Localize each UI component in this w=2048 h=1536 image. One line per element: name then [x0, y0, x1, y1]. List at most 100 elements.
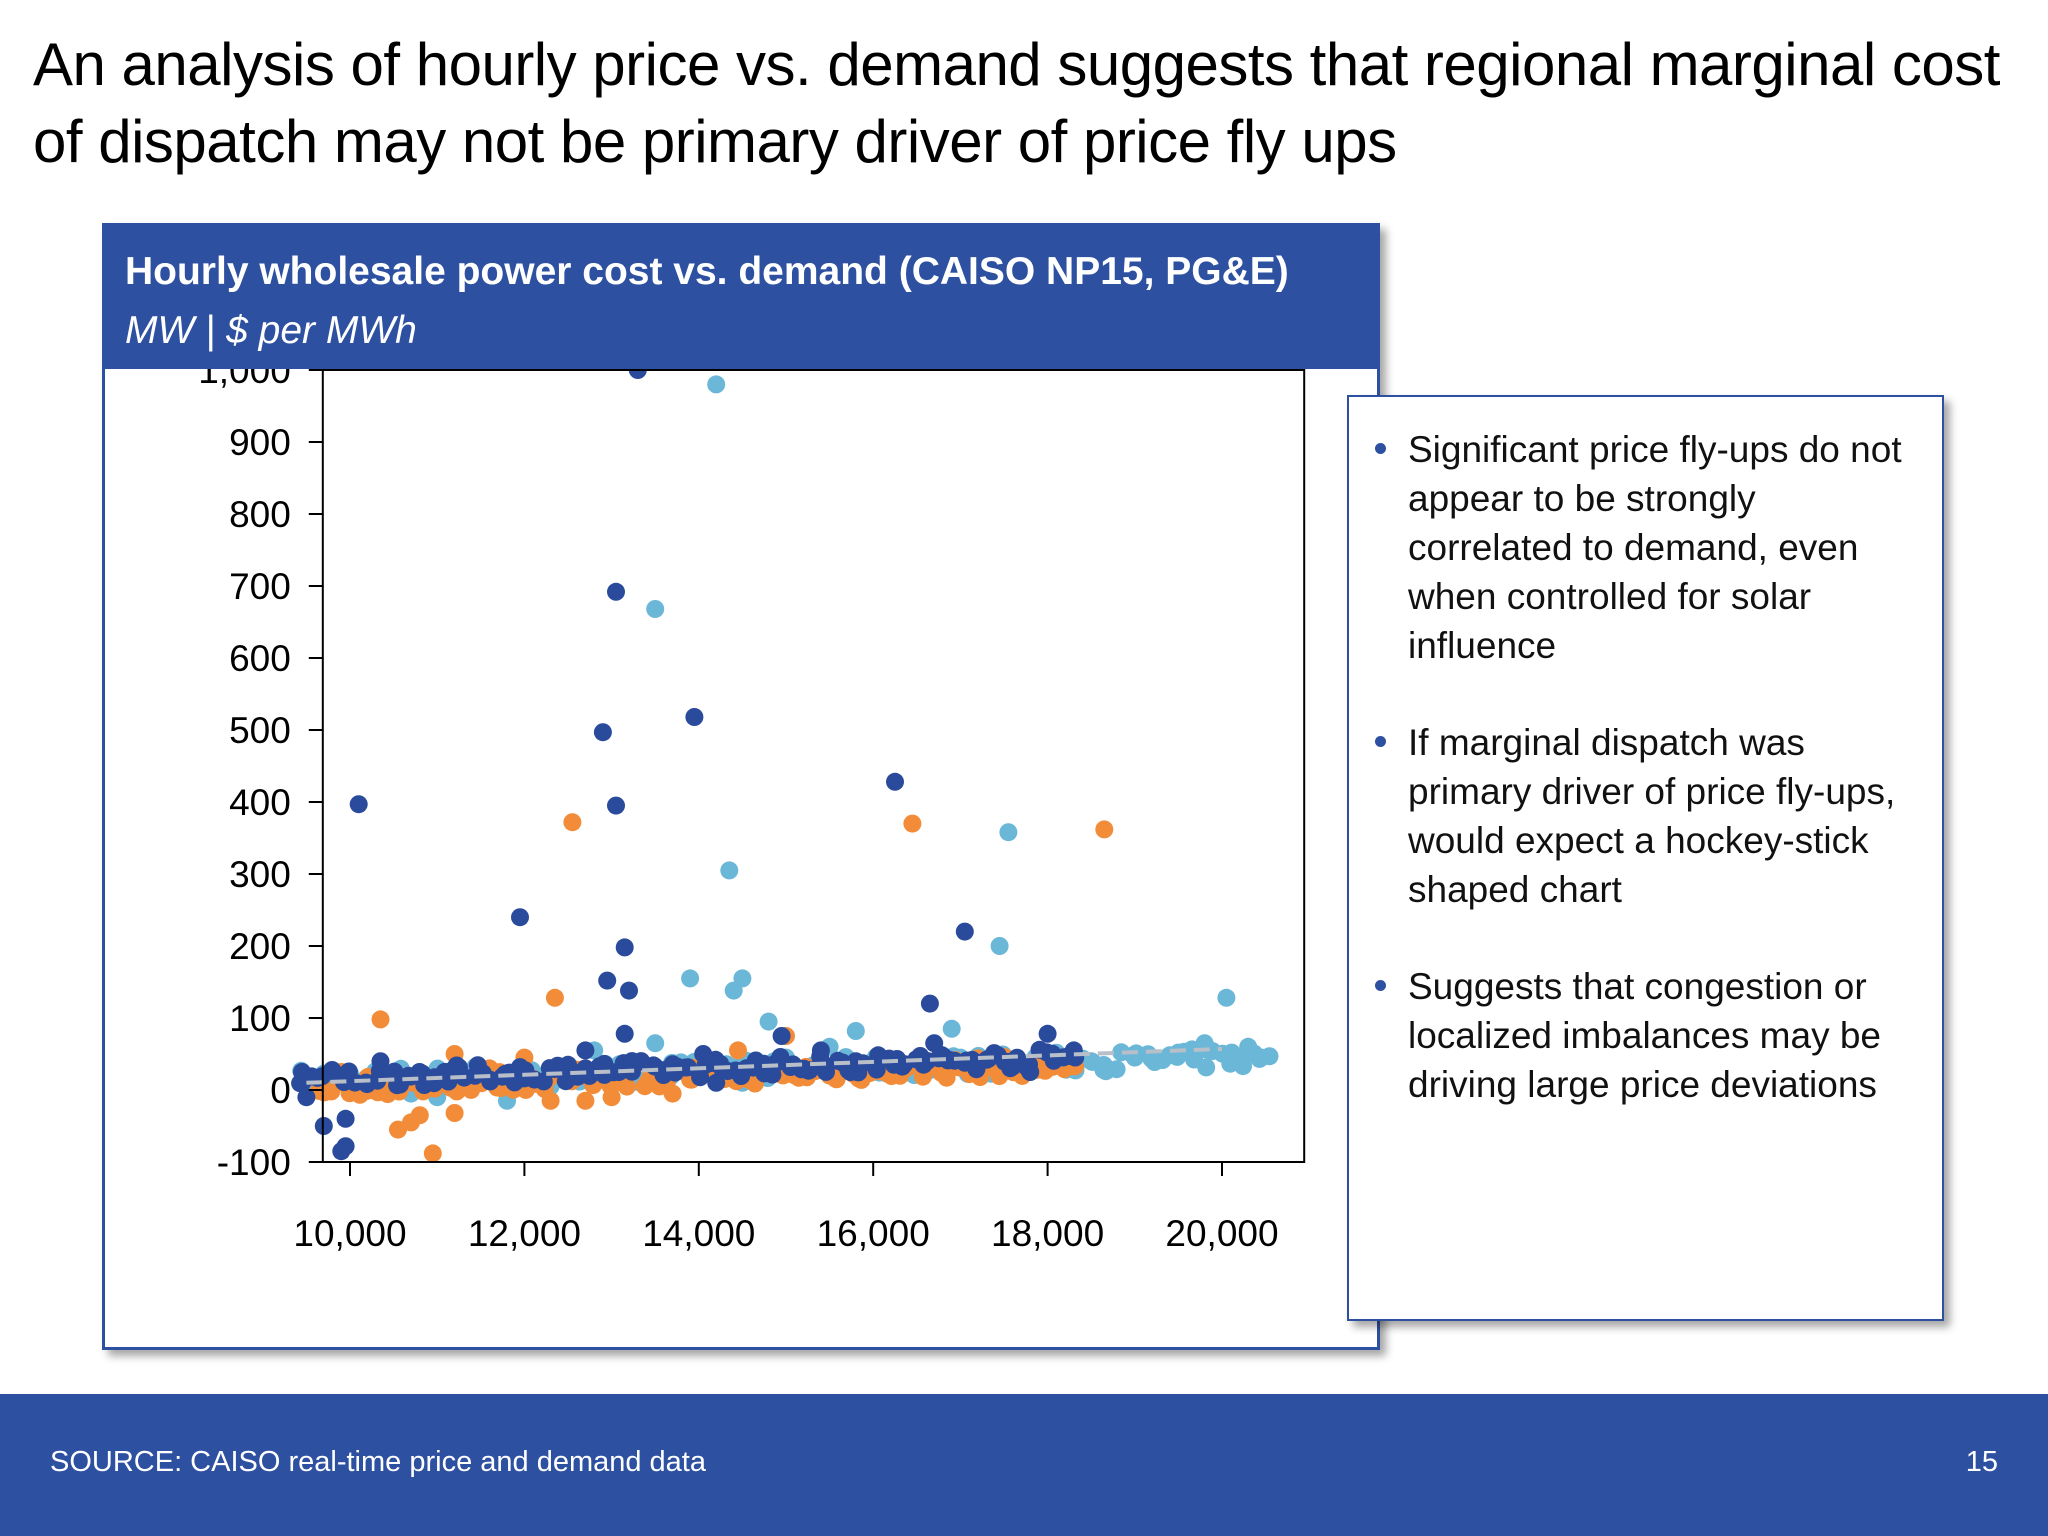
- chart-panel: Hourly wholesale power cost vs. demand (…: [102, 223, 1380, 1350]
- data-point: [729, 1041, 747, 1060]
- plot-frame: [321, 369, 1306, 1163]
- data-point: [694, 1045, 713, 1063]
- bullet-icon: [1375, 443, 1386, 454]
- data-point: [846, 1052, 865, 1071]
- data-point: [811, 1041, 830, 1060]
- data-point: [615, 1024, 634, 1043]
- chart-title: Hourly wholesale power cost vs. demand (…: [125, 250, 1289, 293]
- scatter-chart: -100 0 100 200 300 400 500 600 700 800 900 1,000 10,…: [198, 369, 1306, 1254]
- y-tick-label: -100: [217, 1142, 291, 1183]
- y-tick-label: 700: [229, 566, 291, 607]
- x-tick-label: 18,000: [991, 1213, 1104, 1254]
- notes-panel: Significant price fly-ups do not appear …: [1347, 395, 1944, 1321]
- data-point: [1095, 820, 1114, 839]
- data-point: [332, 1142, 351, 1161]
- data-point: [1234, 1046, 1253, 1065]
- slide-title: An analysis of hourly price vs. demand s…: [33, 31, 2000, 175]
- data-point: [663, 1084, 682, 1103]
- data-point: [1038, 1024, 1057, 1043]
- data-point: [1064, 1041, 1083, 1060]
- x-tick-label: 10,000: [293, 1213, 406, 1254]
- data-point: [977, 1050, 996, 1069]
- footer-bar: SOURCE: CAISO real-time price and demand…: [0, 1394, 2048, 1536]
- data-point: [576, 1041, 595, 1060]
- data-point: [724, 981, 743, 1000]
- footer-source: SOURCE: CAISO real-time price and demand…: [50, 1446, 706, 1478]
- data-point: [297, 1088, 316, 1107]
- data-point: [541, 1091, 560, 1110]
- page-number: 15: [1965, 1446, 1998, 1478]
- chart-header: Hourly wholesale power cost vs. demand (…: [105, 226, 1377, 369]
- data-point: [903, 814, 922, 833]
- data-point: [817, 1062, 835, 1081]
- data-point: [511, 908, 529, 927]
- data-point: [1021, 1063, 1040, 1081]
- y-tick-label: 200: [229, 926, 291, 967]
- y-tick-label: 300: [229, 854, 291, 895]
- data-point: [707, 1073, 726, 1092]
- note-text: Significant price fly-ups do not appear …: [1408, 429, 1902, 666]
- data-point: [598, 971, 617, 990]
- chart-axes: -100 0 100 200 300 400 500 600 700 800 900 1,000 10,…: [198, 369, 1306, 1254]
- data-point: [1107, 1060, 1126, 1079]
- data-point: [336, 1109, 355, 1128]
- data-point: [563, 813, 582, 832]
- data-point: [1169, 1043, 1188, 1062]
- bullet-icon: [1375, 980, 1386, 991]
- y-tick-label: 100: [229, 998, 291, 1039]
- data-point: [681, 969, 700, 988]
- data-point: [685, 708, 704, 726]
- data-point: [371, 1052, 390, 1071]
- bullet-icon: [1375, 736, 1386, 747]
- data-point: [646, 600, 665, 618]
- data-point: [772, 1027, 791, 1045]
- plot-marks: [291, 369, 1279, 1163]
- chart-subtitle: MW | $ per MWh: [125, 309, 417, 352]
- data-point: [559, 1055, 577, 1074]
- y-tick-label: 800: [229, 494, 291, 535]
- data-point: [720, 861, 739, 880]
- data-point: [371, 1010, 390, 1029]
- y-tick-label: 900: [229, 422, 291, 463]
- data-point: [607, 582, 625, 601]
- data-point: [410, 1106, 429, 1125]
- x-tick-label: 16,000: [817, 1213, 930, 1254]
- data-point: [628, 369, 647, 379]
- data-point: [602, 1088, 621, 1107]
- data-point: [1197, 1058, 1216, 1077]
- data-point: [920, 994, 939, 1013]
- y-tick-label: 500: [229, 710, 291, 751]
- data-point: [293, 1063, 311, 1081]
- data-point: [942, 1019, 961, 1038]
- trend-line: [306, 1046, 1223, 1085]
- y-tick-label: 1,000: [198, 369, 291, 391]
- note-item: Significant price fly-ups do not appear …: [1375, 425, 1922, 670]
- data-point: [607, 796, 625, 815]
- data-point: [759, 1012, 778, 1031]
- data-point: [707, 375, 726, 394]
- data-point: [593, 723, 612, 742]
- x-tick-label: 12,000: [468, 1213, 581, 1254]
- data-point: [445, 1104, 464, 1122]
- data-point: [999, 823, 1018, 842]
- data-point: [615, 938, 634, 957]
- y-tick-label: 600: [229, 638, 291, 679]
- data-point: [617, 1077, 636, 1096]
- data-point: [925, 1034, 944, 1053]
- data-point: [445, 1059, 464, 1078]
- note-item: If marginal dispatch was primary driver …: [1375, 718, 1922, 914]
- note-item: Suggests that congestion or localized im…: [1375, 962, 1922, 1109]
- data-point: [676, 1058, 695, 1077]
- data-point: [1217, 988, 1236, 1007]
- x-tick-label: 14,000: [642, 1213, 755, 1254]
- data-point: [620, 981, 638, 1000]
- note-text: If marginal dispatch was primary driver …: [1408, 722, 1896, 910]
- data-point: [1082, 1052, 1101, 1071]
- y-tick-label: 0: [270, 1070, 291, 1111]
- data-point: [545, 988, 564, 1007]
- x-tick-label: 20,000: [1165, 1213, 1278, 1254]
- data-point: [955, 922, 974, 941]
- y-tick-label: 400: [229, 782, 291, 823]
- data-point: [846, 1022, 865, 1040]
- data-point: [576, 1091, 595, 1110]
